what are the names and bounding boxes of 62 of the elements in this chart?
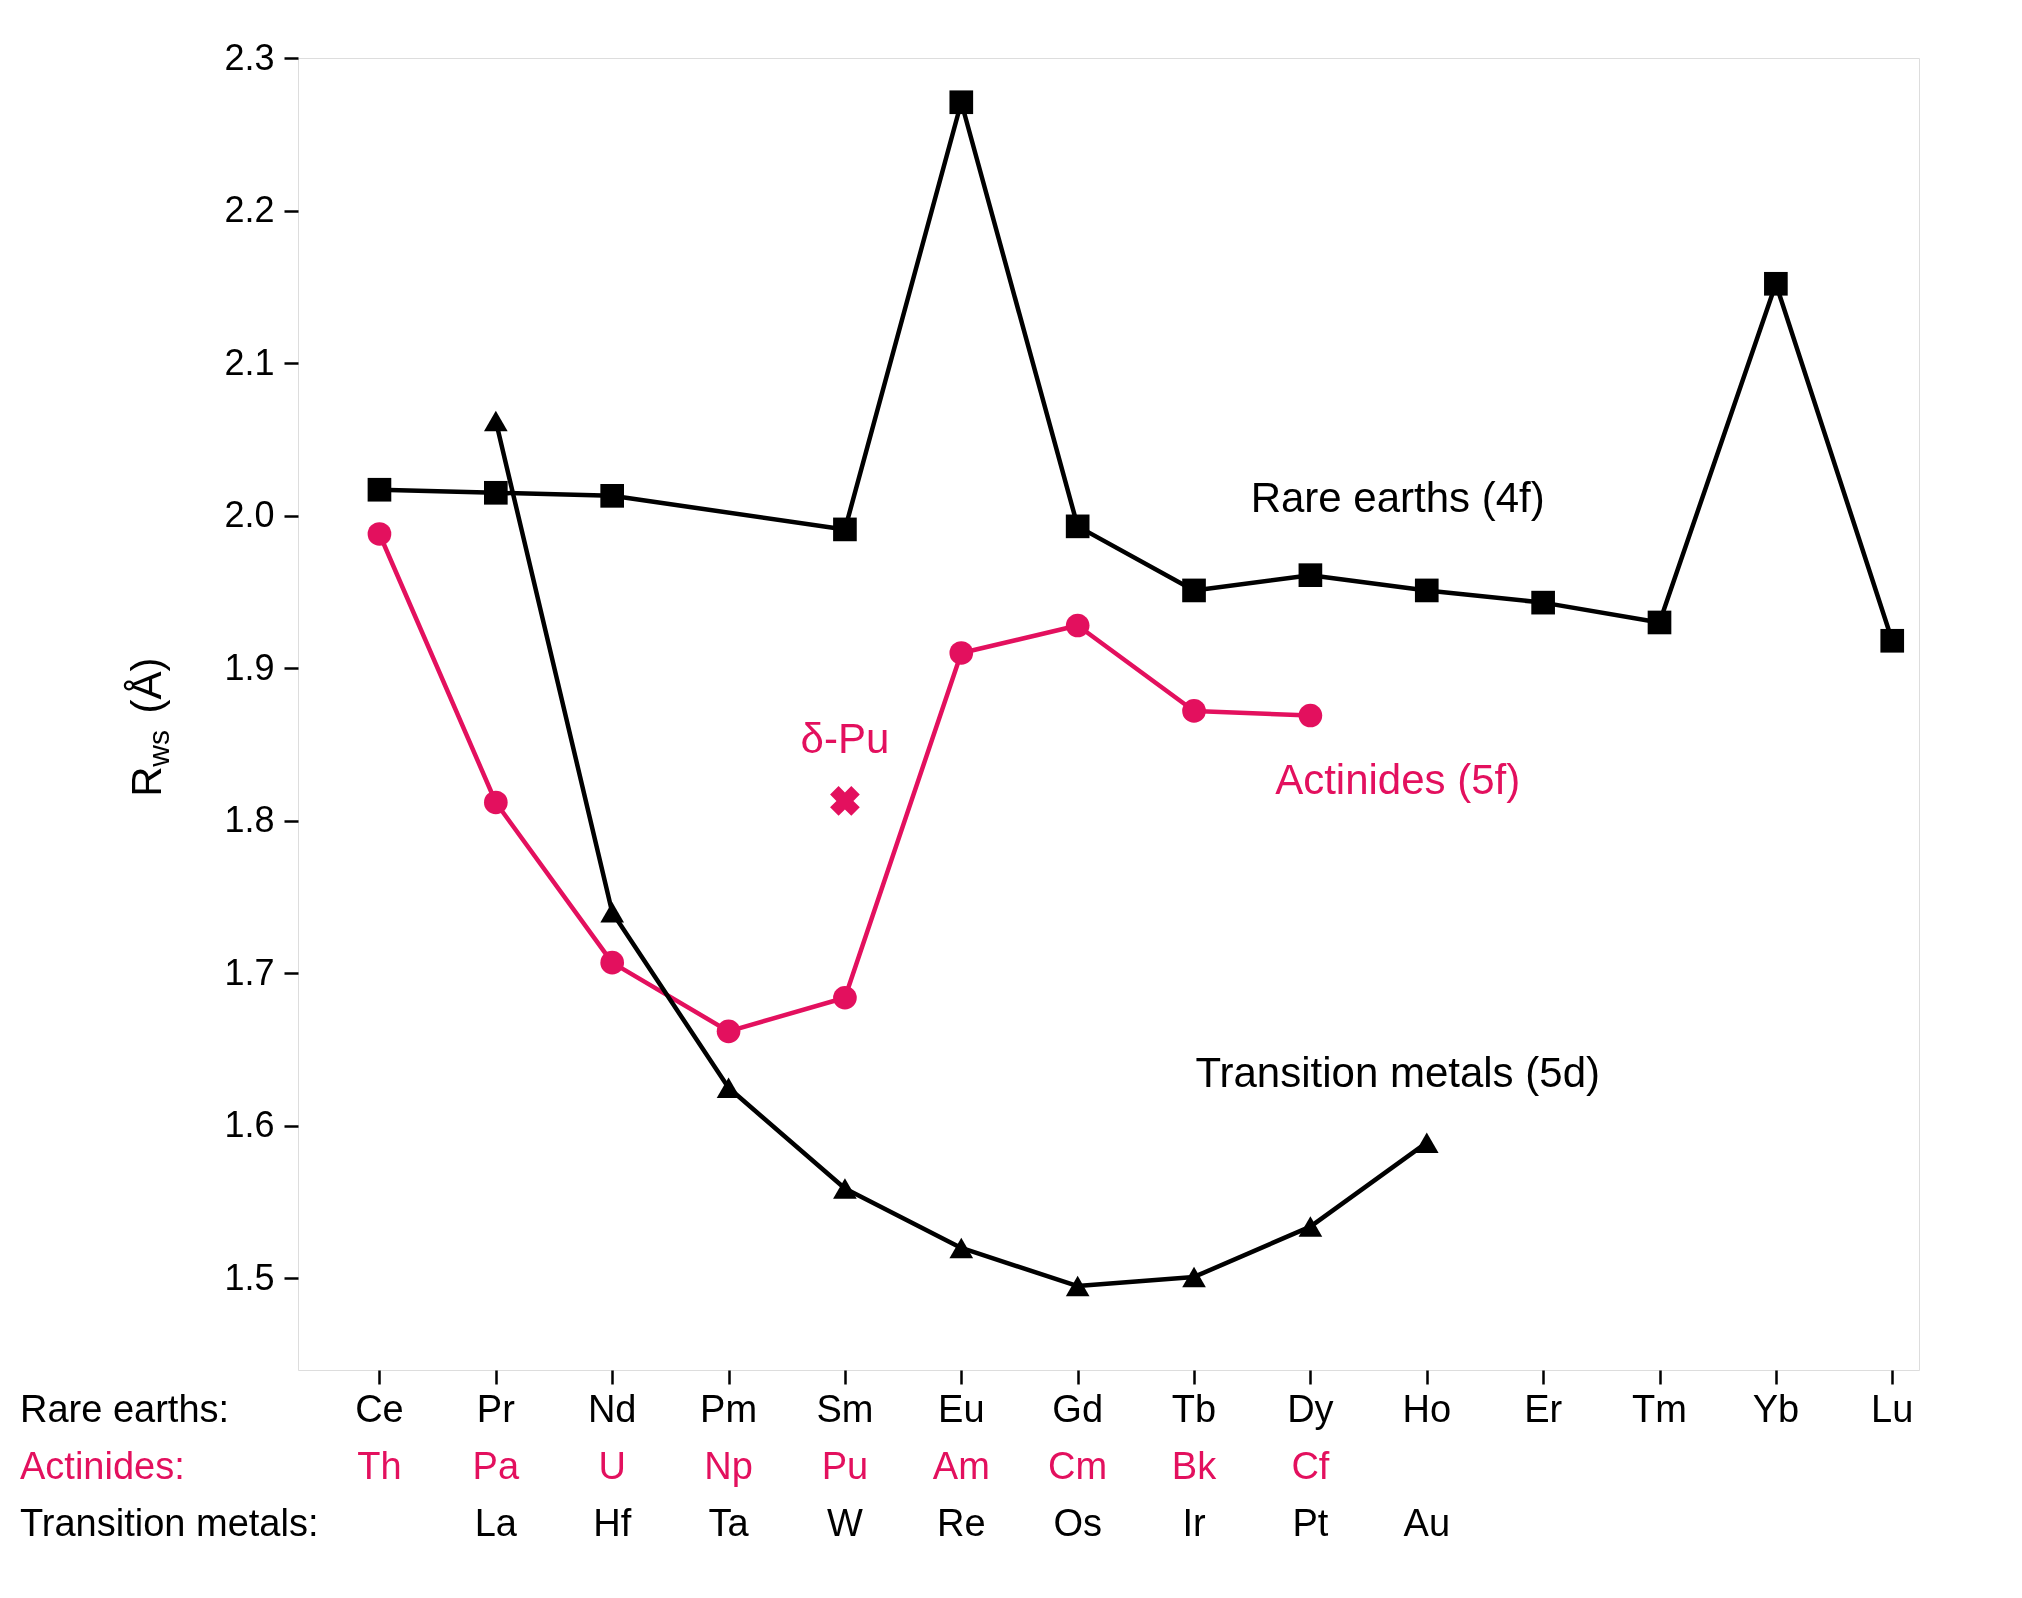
point <box>716 1077 741 1099</box>
x-tick-label: Nd U Hf <box>587 1388 637 1544</box>
point <box>483 410 508 432</box>
point <box>1880 628 1905 653</box>
y-tick-label: 1.9 <box>224 646 275 688</box>
x-tick-label: Gd Cm Os <box>1048 1388 1108 1544</box>
text: Rare earths: <box>20 1388 230 1430</box>
x-tick-label: Tm <box>1632 1388 1687 1430</box>
series-label: Actinides (5f) <box>1275 756 1521 804</box>
point <box>367 522 392 546</box>
series-label: Rare earths (4f) <box>1250 473 1545 521</box>
point <box>1065 514 1090 539</box>
x-tick-label: Er <box>1524 1388 1563 1430</box>
x-tick-label: Yb <box>1752 1388 1800 1430</box>
point <box>716 1019 741 1044</box>
point <box>483 790 508 815</box>
point <box>1647 610 1672 635</box>
y-axis-title: Rws (Å) <box>123 657 175 797</box>
point <box>1182 699 1206 723</box>
point <box>600 950 625 975</box>
y-tick-label: 2.3 <box>224 36 275 78</box>
point <box>1182 578 1206 603</box>
point <box>1414 578 1439 603</box>
x-tick-label: Sm Pu W <box>816 1388 874 1544</box>
point <box>949 1237 974 1259</box>
category-label: Ho Au <box>1402 1388 1452 1544</box>
point <box>1298 703 1323 728</box>
point <box>833 517 857 542</box>
point <box>1531 590 1555 615</box>
y-tick-label: 2.2 <box>224 189 275 231</box>
point <box>600 902 625 923</box>
text: Transition metals: <box>20 1502 319 1544</box>
y-tick-label: 1.6 <box>224 1104 275 1146</box>
y-tick-label: 2.1 <box>224 341 275 383</box>
point <box>1065 1275 1090 1297</box>
series-label: δ-Pu <box>800 714 890 762</box>
point <box>367 477 392 502</box>
text: Actinides: <box>20 1445 185 1487</box>
x-tick-label: Dy Cf Pt <box>1287 1388 1334 1544</box>
point <box>1298 1216 1323 1237</box>
point <box>1182 1266 1206 1288</box>
point <box>833 1178 857 1199</box>
point <box>949 641 974 665</box>
point <box>833 985 857 1010</box>
point <box>1414 1132 1439 1153</box>
x-tick-label: Tb Bk Ir <box>1171 1388 1218 1544</box>
point <box>949 90 974 115</box>
point <box>600 484 625 508</box>
x-tick-label: Ce Th <box>355 1388 404 1487</box>
point <box>1764 271 1788 296</box>
y-tick-label: 1.7 <box>224 951 275 993</box>
point <box>483 480 508 505</box>
series-label: Transition metals (5d) <box>1195 1049 1600 1097</box>
x-tick-label: Eu Am Re <box>932 1388 990 1544</box>
y-tick-label: 1.5 <box>224 1256 275 1298</box>
y-tick-label: 1.8 <box>224 799 275 841</box>
y-tick-label: 2.0 <box>224 494 275 536</box>
x-tick-label: Lu <box>1871 1388 1914 1430</box>
x-tick-label: Pm Np Ta <box>700 1388 758 1544</box>
point <box>1298 563 1323 587</box>
point <box>1065 613 1090 638</box>
x-tick-label: Pr Pa La <box>472 1388 520 1544</box>
